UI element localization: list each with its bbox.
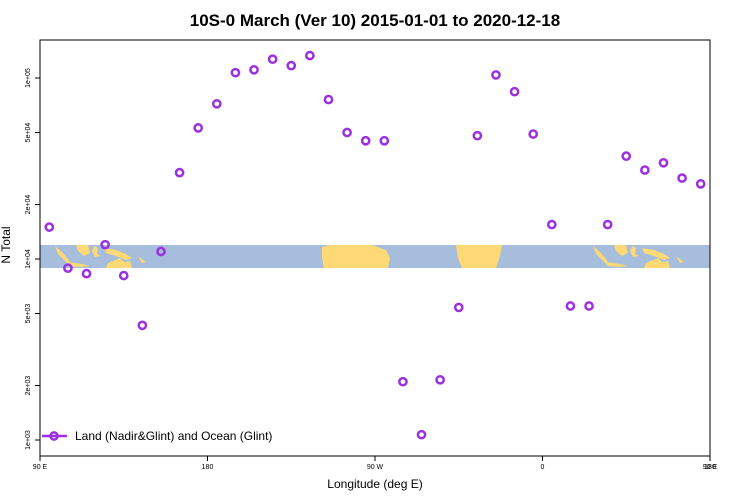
legend: Land (Nadir&Glint) and Ocean (Glint)	[42, 429, 272, 443]
data-point	[491, 70, 501, 80]
data-point	[267, 54, 278, 65]
data-point	[398, 376, 408, 387]
x-tick-label: 0	[541, 464, 545, 471]
land-borneo	[76, 245, 90, 256]
data-point	[44, 222, 55, 232]
land-australia-north-2	[644, 258, 670, 268]
y-tick-label: 1e+03	[25, 430, 32, 450]
data-point	[602, 219, 613, 230]
data-point	[435, 374, 445, 385]
data-point	[640, 165, 650, 175]
y-axis-label: N Total	[0, 226, 13, 263]
data-point	[230, 67, 241, 78]
land-sulawesi-2	[630, 246, 639, 257]
data-point	[453, 302, 464, 313]
data-point	[416, 429, 427, 440]
data-point	[342, 127, 352, 138]
x-tick-label: 90 W	[367, 464, 384, 471]
land-south-america	[322, 245, 390, 268]
data-point	[360, 135, 371, 146]
x-tick-label: 180	[704, 464, 716, 471]
land-solomons-2	[676, 256, 684, 263]
land-africa	[456, 245, 502, 268]
data-point	[472, 130, 483, 141]
data-point	[695, 179, 706, 189]
land-sulawesi	[92, 246, 101, 257]
data-point	[305, 50, 315, 61]
land-solomons	[138, 256, 146, 263]
y-tick-label: 2e+03	[25, 376, 32, 396]
land-java-2	[606, 262, 628, 267]
data-point	[621, 151, 632, 162]
data-point	[118, 270, 129, 281]
data-point	[193, 123, 204, 133]
legend-label: Land (Nadir&Glint) and Ocean (Glint)	[75, 429, 272, 443]
data-point	[249, 64, 259, 75]
data-point	[174, 167, 185, 178]
land-new-guinea-2	[642, 248, 670, 260]
y-tick-label: 2e+04	[25, 195, 32, 215]
land-australia-north	[106, 258, 132, 268]
data-point	[81, 268, 92, 279]
x-tick-label: 90 E	[33, 464, 48, 471]
x-tick-label: 90 E	[703, 464, 718, 471]
y-tick-label: 5e+03	[25, 304, 32, 324]
x-axis-label: Longitude (deg E)	[327, 477, 422, 491]
land-borneo-2	[614, 245, 628, 256]
data-point	[379, 135, 390, 146]
data-point	[658, 157, 669, 168]
y-tick-label: 1e+04	[25, 249, 32, 269]
data-point	[100, 239, 110, 250]
data-points	[44, 50, 706, 440]
data-point	[677, 173, 687, 183]
land-sumatra-2	[593, 246, 610, 266]
data-point	[323, 94, 334, 105]
y-axis: 1e+03 2e+03 5e+03 1e+04 2e+04 5e+04 1e+05	[25, 68, 40, 450]
data-point	[137, 320, 148, 331]
data-point	[565, 301, 576, 311]
world-map-strip	[40, 245, 710, 268]
y-tick-label: 1e+05	[25, 68, 32, 88]
data-point	[584, 301, 594, 311]
chart-title: 10S-0 March (Ver 10) 2015-01-01 to 2020-…	[190, 11, 560, 30]
data-point	[286, 60, 297, 71]
data-point	[63, 263, 73, 274]
data-point	[509, 86, 520, 97]
land-masses	[55, 245, 684, 268]
land-sumatra	[55, 246, 72, 266]
x-tick-label: 180	[202, 464, 214, 471]
data-point	[156, 246, 166, 257]
data-point	[528, 129, 539, 139]
land-java	[68, 262, 90, 267]
land-new-guinea	[104, 248, 132, 260]
data-point	[546, 219, 557, 230]
data-point	[211, 98, 222, 109]
y-tick-label: 5e+04	[25, 123, 32, 143]
legend-marker	[49, 431, 59, 441]
